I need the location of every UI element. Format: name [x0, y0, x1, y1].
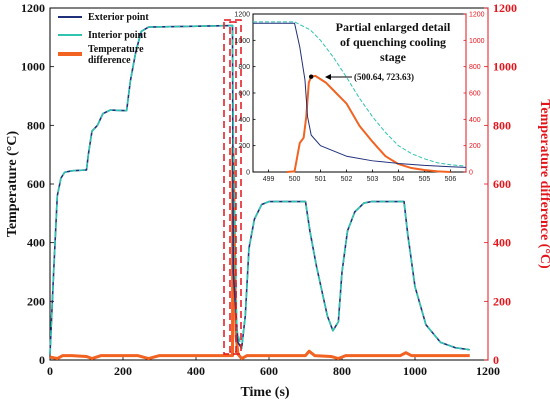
- main-x-tick-label: 400: [187, 364, 205, 378]
- inset-x-tick-label: 502: [341, 176, 353, 183]
- inset-y-tick-label: 1200: [234, 12, 250, 19]
- inset-y2-tick-label: 0: [469, 170, 473, 177]
- y-axis-label: Temperature (°C): [5, 131, 20, 238]
- y2-axis-label: Temperature difference (°C): [537, 99, 550, 269]
- inset-x-tick-label: 506: [445, 176, 457, 183]
- main-y-tick-label: 600: [27, 177, 45, 191]
- main-y2-tick-label: 1000: [493, 60, 517, 74]
- main-series-line-exterior-point: [49, 24, 470, 355]
- main-series-line-temperature-difference: [49, 146, 470, 361]
- inset-y2-tick-label: 1000: [469, 38, 485, 45]
- inset-x-tick-label: 501: [315, 176, 327, 183]
- inset-x-tick-label: 499: [263, 176, 275, 183]
- inset-series-line-temperature-difference: [286, 74, 451, 173]
- x-axis-label: Time (s): [240, 385, 289, 400]
- inset-y-tick-label: 600: [238, 91, 250, 98]
- main-y-tick-label: 0: [39, 353, 45, 367]
- inset-x-tick-label: 504: [393, 176, 405, 183]
- inset-title-line2: of quenching cooling: [340, 35, 446, 49]
- main-y2-tick-label: 400: [493, 236, 511, 250]
- main-series: [49, 24, 470, 361]
- main-y-tick-label: 800: [27, 118, 45, 132]
- inset-tick-labels: 499 500 501 502 503 504 505 506 0 200 400 600 800 100…: [234, 12, 484, 184]
- zoom-highlight-inner: [229, 21, 237, 353]
- inset-series-line-exterior-point: [253, 22, 467, 168]
- inset-y2-tick-label: 800: [469, 64, 481, 71]
- zoom-highlight-outer: [223, 19, 242, 355]
- inset-annotation-label: (500.64, 723.63): [354, 72, 414, 82]
- main-y2-tick-label: 600: [493, 177, 511, 191]
- inset-y2-tick-label: 1200: [469, 12, 485, 19]
- main-y-tick-label: 1200: [21, 1, 45, 15]
- main-y2-tick-label: 200: [493, 294, 511, 308]
- inset-annotation-arrowhead: [325, 74, 331, 80]
- main-y2-tick-label: 0: [493, 353, 499, 367]
- main-x-tick-label: 800: [333, 364, 351, 378]
- inset-series-line-interior-point: [253, 21, 467, 167]
- legend: Exterior point Interior point Temperatur…: [58, 12, 149, 66]
- main-y-tick-label: 400: [27, 236, 45, 250]
- main-x-tick-label: 1200: [476, 364, 500, 378]
- inset-y-tick-label: 1000: [234, 38, 250, 45]
- main-x-tick-label: 200: [114, 364, 132, 378]
- inset-series: [253, 21, 467, 173]
- legend-label-exterior: Exterior point: [88, 12, 149, 23]
- main-y2-tick-label: 1200: [493, 1, 517, 15]
- main-y-tick-label: 1000: [21, 60, 45, 74]
- inset-y2-tick-label: 600: [469, 91, 481, 98]
- main-x-tick-label: 1000: [403, 364, 427, 378]
- inset-title-line1: Partial enlarged detail: [336, 20, 451, 34]
- legend-label-interior: Interior point: [88, 30, 147, 41]
- inset-chart: 499 500 501 502 503 504 505 506 0 200 400 600 800 100…: [234, 12, 484, 184]
- legend-label-difference: Temperature: [88, 44, 144, 55]
- inset-y-tick-label: 800: [238, 64, 250, 71]
- inset-y2-tick-label: 200: [469, 143, 481, 150]
- legend-label-difference-line2: difference: [88, 55, 131, 66]
- main-x-tick-label: 600: [260, 364, 278, 378]
- main-x-tick-label: 0: [47, 364, 53, 378]
- inset-frame: [252, 13, 467, 173]
- inset-y-tick-label: 400: [238, 117, 250, 124]
- inset-x-tick-label: 505: [419, 176, 431, 183]
- inset-x-tick-label: 500: [289, 176, 301, 183]
- inset-y-tick-label: 0: [246, 170, 250, 177]
- inset-x-tick-label: 503: [367, 176, 379, 183]
- inset-y2-tick-label: 400: [469, 117, 481, 124]
- main-tick-labels: 0 200 400 600 800 1000 12000200400600800100012…: [21, 1, 517, 378]
- main-y2-tick-label: 800: [493, 118, 511, 132]
- inset-title-line3: stage: [380, 50, 407, 64]
- inset-y-tick-label: 200: [238, 143, 250, 150]
- main-y-tick-label: 200: [27, 294, 45, 308]
- inset-annotation-point: [308, 74, 314, 79]
